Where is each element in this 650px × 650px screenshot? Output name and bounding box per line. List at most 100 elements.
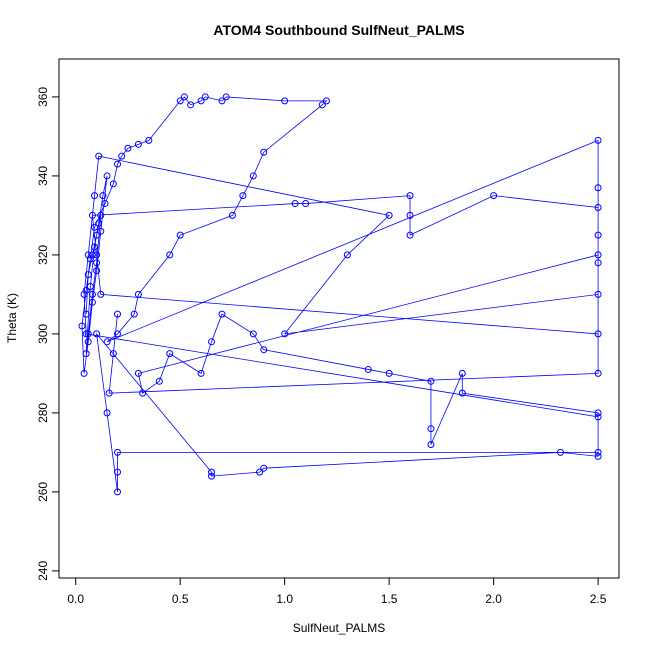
x-tick-label: 2.5 (590, 592, 607, 606)
data-point (95, 219, 103, 227)
data-point (201, 93, 209, 101)
data-point (97, 227, 105, 235)
data-point (322, 97, 330, 105)
data-point (84, 338, 92, 346)
data-point (249, 172, 257, 180)
y-tick-label: 240 (36, 561, 50, 581)
x-tick-label: 1.0 (276, 592, 293, 606)
data-point (99, 192, 107, 200)
data-point (343, 251, 351, 259)
data-point (364, 365, 372, 373)
data-point (103, 409, 111, 417)
data-point (80, 369, 88, 377)
data-point (260, 464, 268, 472)
data-point (114, 310, 122, 318)
data-point (97, 211, 105, 219)
data-point (406, 211, 414, 219)
data-point (93, 231, 101, 239)
data-point (458, 369, 466, 377)
data-point (101, 200, 109, 208)
data-point (594, 136, 602, 144)
data-point (197, 369, 205, 377)
data-point (91, 243, 99, 251)
data-point (594, 409, 602, 417)
data-point (109, 180, 117, 188)
data-point (594, 184, 602, 192)
y-tick-label: 260 (36, 482, 50, 502)
plot-frame (58, 58, 620, 579)
data-point (114, 468, 122, 476)
data-point (187, 101, 195, 109)
data-point (124, 144, 132, 152)
data-point (406, 231, 414, 239)
data-point (91, 192, 99, 200)
data-point (427, 440, 435, 448)
data-point (82, 350, 90, 358)
data-point (97, 290, 105, 298)
data-point (594, 259, 602, 267)
data-point (130, 310, 138, 318)
data-point (249, 330, 257, 338)
data-point (139, 389, 147, 397)
data-point (114, 488, 122, 496)
data-point (134, 369, 142, 377)
y-tick-label: 300 (36, 324, 50, 344)
data-point (260, 148, 268, 156)
data-point (385, 211, 393, 219)
data-point (556, 448, 564, 456)
data-point (490, 192, 498, 200)
x-tick-label: 0.5 (172, 592, 189, 606)
data-point (594, 231, 602, 239)
data-point (208, 468, 216, 476)
data-point (105, 389, 113, 397)
data-point (118, 152, 126, 160)
data-point (88, 251, 96, 259)
data-point (93, 251, 101, 259)
data-point (82, 286, 90, 294)
data-point (197, 97, 205, 105)
data-point (281, 330, 289, 338)
data-point (594, 251, 602, 259)
data-point (82, 330, 90, 338)
data-point (594, 413, 602, 421)
data-point (103, 338, 111, 346)
data-point (84, 251, 92, 259)
data-point (427, 377, 435, 385)
data-point (80, 290, 88, 298)
data-point (385, 369, 393, 377)
y-tick-label: 320 (36, 245, 50, 265)
data-point (406, 192, 414, 200)
data-point (166, 251, 174, 259)
data-point (166, 350, 174, 358)
data-point (114, 160, 122, 168)
data-point (222, 93, 230, 101)
x-tick-label: 0.0 (67, 592, 84, 606)
data-point (176, 231, 184, 239)
data-line (81, 96, 599, 492)
data-point (84, 330, 92, 338)
data-point (594, 452, 602, 460)
data-point (208, 472, 216, 480)
data-point (594, 290, 602, 298)
data-point (427, 425, 435, 433)
y-axis-label: Theta (K) (5, 293, 19, 343)
data-point (114, 330, 122, 338)
data-point (594, 330, 602, 338)
data-point (594, 204, 602, 212)
y-tick-label: 360 (36, 87, 50, 107)
data-point (88, 211, 96, 219)
data-point (218, 97, 226, 105)
data-point (86, 255, 94, 263)
data-point (134, 140, 142, 148)
data-point (114, 448, 122, 456)
data-point (228, 211, 236, 219)
y-tick-label: 340 (36, 166, 50, 186)
data-point (256, 468, 264, 476)
data-point (82, 310, 90, 318)
data-point (291, 200, 299, 208)
data-point (176, 97, 184, 105)
x-axis-label: SulfNeut_PALMS (293, 621, 386, 635)
data-point (93, 330, 101, 338)
